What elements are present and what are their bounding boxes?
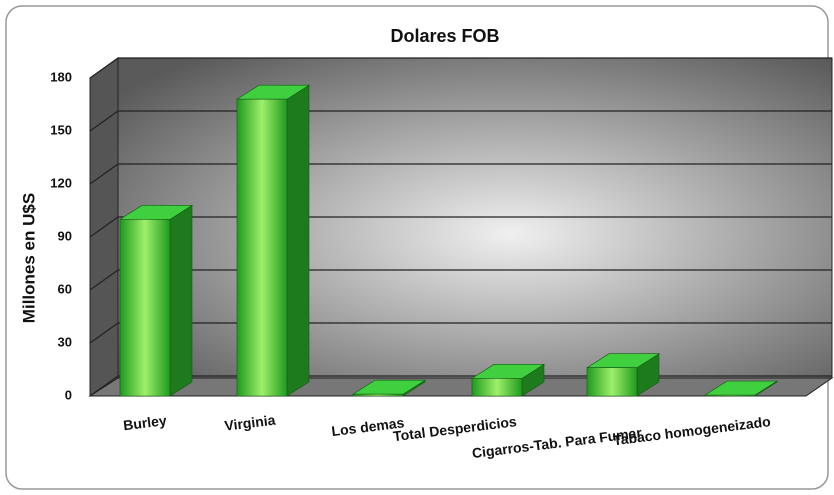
bar <box>703 380 779 397</box>
y-tick-label: 180 <box>50 69 72 84</box>
grid-line <box>89 269 119 291</box>
grid-line <box>89 57 119 79</box>
bar-front <box>704 394 756 397</box>
bar <box>585 353 661 397</box>
grid-line <box>89 110 119 132</box>
y-tick-label: 60 <box>58 281 72 296</box>
y-tick-label: 120 <box>50 175 72 190</box>
bar-front <box>586 367 638 397</box>
bar-front <box>236 98 288 397</box>
bar <box>351 379 427 397</box>
bar <box>118 204 194 397</box>
bar-side <box>286 84 310 397</box>
x-tick-label: Virginia <box>224 412 277 434</box>
y-tick-label: 90 <box>58 228 72 243</box>
y-tick-label: 30 <box>58 334 72 349</box>
bar-front <box>352 393 404 397</box>
bar-front <box>471 378 523 397</box>
back-wall <box>117 57 833 379</box>
bar-front <box>119 219 171 397</box>
chart-title: Dolares FOB <box>390 26 499 46</box>
bar <box>470 363 546 397</box>
grid-line <box>89 163 119 185</box>
grid-line <box>89 375 119 397</box>
bar-side <box>169 204 193 397</box>
y-tick-label: 150 <box>50 122 72 137</box>
bar <box>235 84 311 397</box>
y-axis-label: Millones en U$S <box>19 193 38 323</box>
grid-line <box>89 216 119 238</box>
y-tick-label: 0 <box>65 387 72 402</box>
x-tick-label: Burley <box>122 412 167 433</box>
grid-line <box>89 322 119 344</box>
